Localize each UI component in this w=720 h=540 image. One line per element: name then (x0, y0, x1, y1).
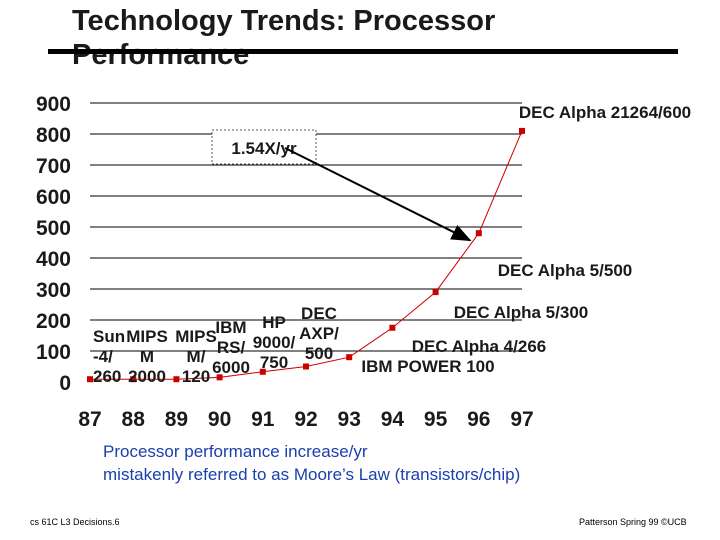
x-tick-label: 87 (78, 408, 101, 431)
data-point (432, 289, 439, 296)
point-label-line: M (140, 347, 154, 366)
data-point (389, 324, 396, 331)
point-label: IBM POWER 100 (361, 357, 494, 376)
x-tick-label: 95 (424, 408, 448, 431)
point-label-line: DEC Alpha 4/266 (412, 337, 546, 356)
point-label-line: MIPS (175, 327, 217, 346)
point-label-line: 2000 (128, 367, 166, 386)
data-point (259, 368, 266, 375)
y-tick-label: 300 (36, 279, 71, 302)
point-label: DEC AXP/500 (299, 304, 339, 363)
data-point (346, 354, 353, 361)
annotation-arrow (284, 147, 472, 242)
data-point (475, 230, 482, 237)
data-point (173, 376, 180, 383)
point-label-line: AXP/ (299, 324, 339, 343)
point-label-line: DEC Alpha 21264/600 (519, 103, 691, 122)
slide-title: Technology Trends: Processor Performance (72, 5, 496, 71)
point-label-line: 6000 (212, 358, 250, 377)
x-tick-label: 90 (208, 408, 231, 431)
point-label: DEC Alpha 4/266 (412, 337, 546, 356)
y-tick-label: 800 (36, 124, 71, 147)
point-label: DEC Alpha 5/300 (454, 303, 588, 322)
title-underline (48, 49, 678, 54)
data-point (87, 376, 93, 383)
point-label: MIPS M/120 (175, 327, 217, 386)
point-label: Sun -4/260 (93, 327, 125, 386)
point-label: IBM RS/6000 (212, 318, 250, 377)
x-tick-label: 89 (165, 408, 188, 431)
y-tick-label: 0 (59, 372, 71, 395)
point-label-line: HP (262, 313, 286, 332)
data-point (130, 376, 137, 383)
point-label-line: 500 (305, 344, 333, 363)
annotation-text: 1.54X/yr (231, 139, 297, 158)
x-tick-label: 91 (251, 408, 275, 431)
point-label: HP 9000/750 (253, 313, 296, 372)
point-label-line: M/ (187, 347, 206, 366)
x-tick-label: 88 (122, 408, 146, 431)
y-tick-label: 700 (36, 155, 71, 178)
caption-line-2: mistakenly referred to as Moore’s Law (t… (103, 465, 521, 484)
point-label-line: MIPS (126, 327, 168, 346)
chart-caption: Processor performance increase/yr mistak… (103, 440, 663, 486)
point-label-line: 9000/ (253, 333, 296, 352)
y-tick-label: 600 (36, 186, 71, 209)
point-label-line: -4/ (93, 347, 113, 366)
point-label: DEC Alpha 5/500 (498, 261, 632, 280)
data-point (303, 363, 309, 370)
x-tick-label: 92 (294, 408, 317, 431)
x-tick-label: 94 (381, 408, 405, 431)
annotation-box (211, 129, 317, 165)
point-label-line: 120 (182, 367, 210, 386)
y-tick-label: 200 (36, 310, 71, 333)
footer-right: Patterson Spring 99 ©UCB (579, 517, 687, 527)
point-label-line: DEC (301, 304, 337, 323)
x-tick-label: 93 (338, 408, 361, 431)
footer-left: cs 61C L3 Decisions.6 (30, 517, 120, 527)
x-tick-label: 96 (467, 408, 490, 431)
y-tick-label: 500 (36, 217, 71, 240)
point-label-line: DEC Alpha 5/300 (454, 303, 588, 322)
point-label: MIPS M 2000 (126, 327, 168, 386)
point-label: DEC Alpha 21264/600 (519, 103, 691, 122)
point-label-line: RS/ (217, 338, 246, 357)
point-label-line: IBM POWER 100 (361, 357, 494, 376)
point-label-line: Sun (93, 327, 125, 346)
point-label-line: IBM (215, 318, 246, 337)
y-tick-label: 400 (36, 248, 71, 271)
point-label-line: 750 (260, 353, 288, 372)
x-tick-label: 97 (510, 408, 533, 431)
point-label-line: 260 (93, 367, 121, 386)
caption-line-1: Processor performance increase/yr (103, 442, 368, 461)
data-point (216, 374, 223, 381)
y-tick-label: 100 (36, 341, 71, 364)
y-tick-label: 900 (36, 93, 71, 116)
data-point (519, 127, 525, 134)
point-label-line: DEC Alpha 5/500 (498, 261, 632, 280)
